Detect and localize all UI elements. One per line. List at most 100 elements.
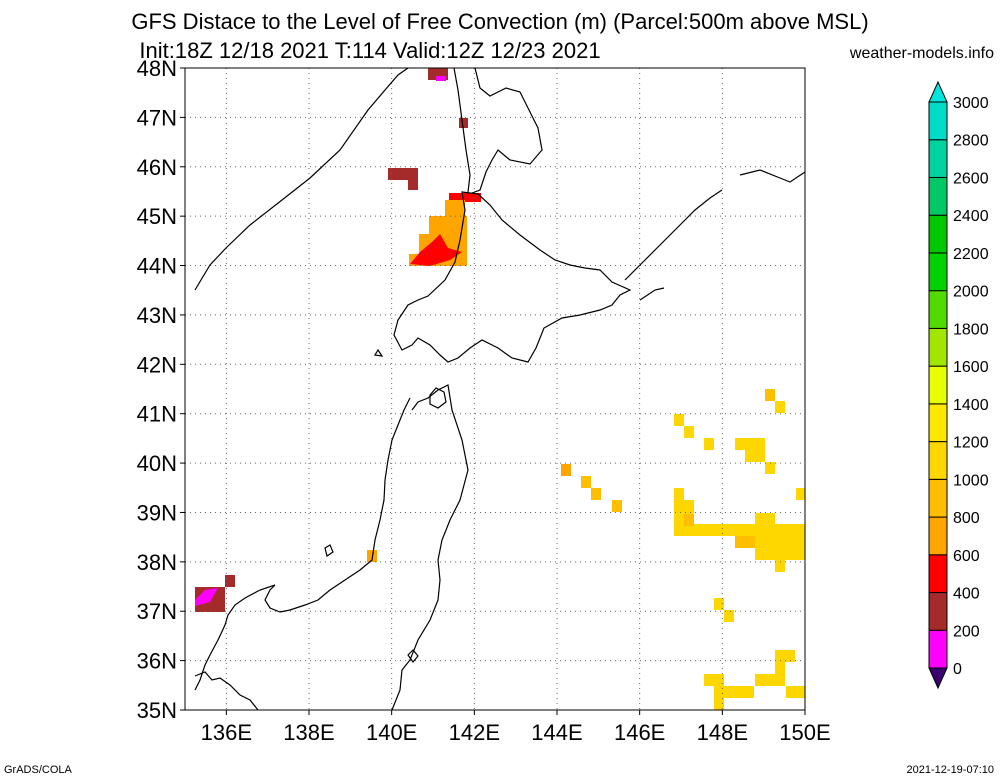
colorbar-label: 400 (953, 586, 980, 603)
lfc-cell (459, 118, 468, 128)
colorbar-label: 2400 (953, 208, 989, 225)
lat-tick-label: 42N (137, 352, 177, 377)
lfc-cell (755, 548, 805, 560)
lfc-cell (775, 401, 785, 413)
colorbar-swatch (928, 554, 948, 594)
colorbar-swatch (928, 516, 948, 556)
lfc-cell (591, 488, 601, 500)
lfc-cell (765, 389, 775, 401)
lfc-cell (755, 674, 785, 686)
colorbar-label: 1600 (953, 359, 989, 376)
lfc-cell (714, 598, 724, 610)
colorbar-swatch (928, 365, 948, 405)
map-gridlines (185, 68, 805, 710)
lat-tick-label: 35N (137, 698, 177, 723)
lfc-cell (735, 438, 765, 450)
lfc-cell (445, 200, 465, 218)
lat-tick-label: 38N (137, 550, 177, 575)
lon-tick-label: 142E (449, 720, 500, 745)
lfc-cell (724, 610, 734, 622)
lfc-cell (410, 234, 462, 266)
colorbar-label: 800 (953, 510, 980, 527)
colorbar: 0 200 400 600 800 1000 1200 1400 1600 1800 2000 220… (928, 80, 989, 690)
colorbar-label: 1200 (953, 435, 989, 452)
colorbar-label: 2000 (953, 284, 989, 301)
lat-tick-label: 43N (137, 303, 177, 328)
lfc-cell (674, 524, 805, 536)
lon-tick-label: 138E (283, 720, 334, 745)
colorbar-swatch (928, 478, 948, 518)
lfc-cells (195, 68, 805, 710)
lon-tick-label: 144E (531, 720, 582, 745)
lat-tick-label: 45N (137, 204, 177, 229)
lfc-cell (195, 588, 218, 606)
lfc-cell (449, 193, 481, 202)
colorbar-min-arrow (928, 667, 948, 690)
colorbar-swatch (928, 290, 948, 329)
axis-labels: 35N 36N 37N 38N 39N 40N 41N 42N 43N 44N 45N 46N 47N 4… (137, 56, 831, 745)
colorbar-swatch (928, 214, 948, 254)
lon-tick-label: 148E (697, 720, 748, 745)
lfc-cell (684, 514, 694, 526)
colorbar-label: 2800 (953, 133, 989, 150)
lfc-cell (735, 536, 755, 548)
lat-tick-label: 36N (137, 649, 177, 674)
lat-tick-label: 37N (137, 599, 177, 624)
colorbar-label: 600 (953, 548, 980, 565)
lfc-cell (388, 168, 418, 180)
lfc-cell (581, 476, 591, 488)
coastlines (194, 67, 806, 711)
colorbar-swatch (928, 252, 948, 292)
colorbar-label: 2600 (953, 170, 989, 187)
lfc-cell (408, 178, 418, 190)
colorbar-swatch (928, 139, 948, 178)
lfc-cell (429, 216, 467, 236)
footer-timestamp: 2021-12-19-07:10 (906, 764, 994, 776)
chart-title: GFS Distace to the Level of Free Convect… (131, 9, 869, 34)
lfc-cell (225, 575, 235, 587)
colorbar-swatch (928, 592, 948, 631)
colorbar-label: 0 (953, 661, 962, 678)
lat-tick-label: 48N (137, 56, 177, 81)
lat-tick-label: 47N (137, 105, 177, 130)
lfc-cell (674, 414, 684, 426)
lfc-cell (714, 698, 724, 710)
lfc-cell (704, 438, 714, 450)
chart-subtitle: Init:18Z 12/18 2021 T:114 Valid:12Z 12/2… (139, 38, 601, 63)
lfc-cell (775, 662, 785, 674)
colorbar-label: 1400 (953, 397, 989, 414)
lon-tick-label: 150E (779, 720, 830, 745)
colorbar-swatch (928, 629, 948, 669)
lfc-cell (765, 462, 775, 474)
footer-software: GrADS/COLA (4, 764, 72, 776)
colorbar-label: 1000 (953, 472, 989, 489)
lfc-cell (775, 650, 795, 662)
colorbar-swatch (928, 403, 948, 443)
colorbar-label: 200 (953, 623, 980, 640)
lat-tick-label: 39N (137, 500, 177, 525)
colorbar-label: 3000 (953, 95, 989, 112)
lfc-cell (561, 464, 571, 476)
lfc-cell (786, 686, 805, 698)
lfc-cell (612, 500, 622, 512)
lon-tick-label: 146E (614, 720, 665, 745)
lfc-cell (745, 450, 765, 462)
lat-tick-label: 44N (137, 254, 177, 279)
lon-tick-label: 136E (201, 720, 252, 745)
lat-tick-label: 40N (137, 451, 177, 476)
lfc-cell (704, 674, 724, 686)
colorbar-swatch (928, 176, 948, 216)
lfc-cell (755, 513, 775, 525)
colorbar-swatch (928, 441, 948, 480)
lfc-cell (674, 488, 684, 500)
colorbar-label: 2200 (953, 246, 989, 263)
colorbar-swatch (928, 327, 948, 367)
colorbar-label: 1800 (953, 321, 989, 338)
lon-tick-label: 140E (366, 720, 417, 745)
colorbar-swatch (928, 101, 948, 141)
lfc-cell (714, 686, 754, 698)
lfc-cell (796, 488, 805, 500)
lfc-cell (775, 560, 785, 572)
site-label: weather-models.info (849, 45, 994, 62)
